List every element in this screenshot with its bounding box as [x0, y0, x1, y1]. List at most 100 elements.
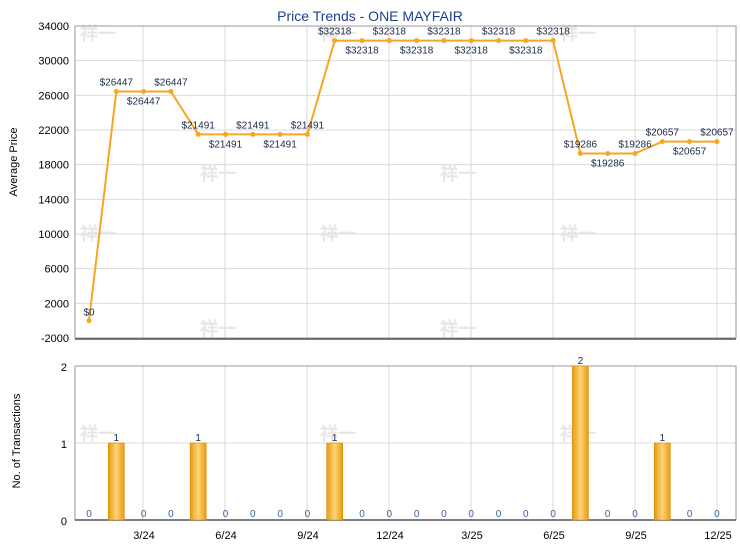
x-tick-label-2: 9/24: [297, 530, 318, 542]
watermark-10: 祥一: [80, 423, 116, 444]
bar-label-21: 1: [660, 433, 666, 444]
watermark-6: 祥一: [320, 223, 356, 244]
bar-label-18: 2: [578, 356, 584, 367]
price-label-1: $26447: [100, 77, 134, 88]
price-point-11: [386, 38, 392, 44]
top-y-tick-label-0: 34000: [38, 21, 69, 33]
price-point-1: [113, 88, 119, 94]
top-y-tick-label-1: 30000: [38, 56, 69, 68]
price-point-8: [304, 131, 310, 137]
top-y-tick-label-6: 10000: [38, 229, 69, 241]
bar-label-2: 0: [141, 509, 147, 520]
watermark-8: 祥一: [200, 318, 236, 339]
price-point-21: [659, 139, 665, 145]
price-label-0: $0: [83, 308, 95, 319]
price-line-series: [86, 38, 720, 324]
x-tick-label-7: 12/25: [704, 530, 732, 542]
bar-label-0: 0: [86, 509, 92, 520]
data-labels: 0 1 0 0 1 0 0 0 0 1 0 0 0 0 0 0 0 0 2 0 0 1 0 0 $0 $26447 $26447 $2…: [83, 27, 734, 520]
bottom-chart-grid: [75, 365, 736, 521]
top-chart-frame: [74, 25, 737, 339]
bar-1: [108, 442, 125, 521]
price-label-23: $20657: [700, 128, 734, 139]
price-label-22: $20657: [673, 147, 707, 158]
price-label-10: $32318: [345, 46, 379, 57]
price-label-2: $26447: [127, 96, 161, 107]
bottom-y-tick-label-1: 1: [61, 439, 67, 451]
bar-label-10: 0: [359, 509, 365, 520]
price-label-16: $32318: [509, 46, 543, 57]
price-label-3: $26447: [154, 77, 188, 88]
price-point-18: [577, 151, 583, 157]
price-label-5: $21491: [209, 139, 243, 150]
price-label-14: $32318: [455, 46, 489, 57]
watermark-2: 祥一: [560, 23, 596, 44]
price-label-18: $19286: [564, 140, 598, 151]
top-y-tick-label-7: 6000: [45, 264, 69, 276]
price-point-3: [168, 88, 174, 94]
x-tick-label-3: 12/24: [376, 530, 404, 542]
chart-title: Price Trends - ONE MAYFAIR: [277, 8, 463, 24]
top-y-tick-label-4: 18000: [38, 160, 69, 172]
bar-label-6: 0: [250, 509, 256, 520]
bottom-y-tick-label-0: 2: [61, 362, 67, 374]
bar-label-12: 0: [414, 509, 420, 520]
price-label-6: $21491: [236, 120, 270, 131]
top-chart-axes: 34000 30000 26000 22000 18000 14000 10000 6000 2…: [8, 21, 737, 345]
price-label-21: $20657: [646, 128, 680, 139]
price-point-5: [223, 131, 228, 137]
top-y-axis-title: Average Price: [8, 128, 20, 197]
top-chart-grid: [75, 25, 736, 339]
price-label-8: $21491: [291, 120, 325, 131]
bar-label-1: 1: [114, 433, 120, 444]
price-point-9: [332, 38, 338, 44]
price-label-9: $32318: [318, 27, 352, 38]
watermark-11: 祥一: [320, 423, 356, 444]
watermark-0: 祥一: [80, 23, 116, 44]
watermark-9: 祥一: [440, 318, 476, 339]
price-point-23: [714, 139, 720, 145]
price-label-11: $32318: [373, 27, 407, 38]
x-tick-label-4: 3/25: [461, 530, 482, 542]
watermark-5: 祥一: [80, 223, 116, 244]
price-point-13: [441, 38, 447, 44]
x-tick-label-6: 9/25: [625, 530, 646, 542]
price-point-0: [86, 318, 92, 324]
bar-4: [189, 442, 207, 521]
price-point-17: [550, 38, 556, 44]
bar-9: [326, 442, 344, 521]
x-tick-label-1: 6/24: [215, 530, 236, 542]
bar-label-9: 1: [332, 433, 338, 444]
watermark-3: 祥一: [200, 163, 236, 184]
bar-label-15: 0: [496, 509, 502, 520]
price-label-12: $32318: [400, 46, 434, 57]
price-point-6: [250, 131, 256, 137]
bar-label-5: 0: [223, 509, 229, 520]
bar-label-16: 0: [523, 509, 529, 520]
top-y-tick-label-9: -2000: [41, 333, 69, 345]
price-point-4: [195, 131, 201, 137]
price-point-15: [496, 38, 501, 44]
price-point-22: [687, 139, 693, 145]
bar-label-23: 0: [714, 509, 720, 520]
price-point-20: [632, 151, 638, 157]
watermark-1: 祥一: [320, 23, 356, 44]
transaction-bars: [108, 365, 671, 521]
bar-label-13: 0: [441, 509, 447, 520]
price-point-16: [523, 38, 529, 44]
x-tick-label-5: 6/25: [543, 530, 564, 542]
bottom-y-axis-title: No. of Transactions: [11, 393, 23, 488]
bar-label-4: 1: [195, 433, 201, 444]
price-point-10: [359, 38, 365, 44]
x-tick-label-0: 3/24: [133, 530, 154, 542]
bar-label-20: 0: [632, 509, 638, 520]
bar-label-8: 0: [305, 509, 311, 520]
bar-label-22: 0: [687, 509, 693, 520]
bar-18: [572, 365, 589, 521]
top-y-tick-label-2: 26000: [38, 90, 69, 102]
bar-label-17: 0: [550, 509, 556, 520]
bar-label-3: 0: [168, 509, 174, 520]
price-point-19: [605, 151, 611, 157]
